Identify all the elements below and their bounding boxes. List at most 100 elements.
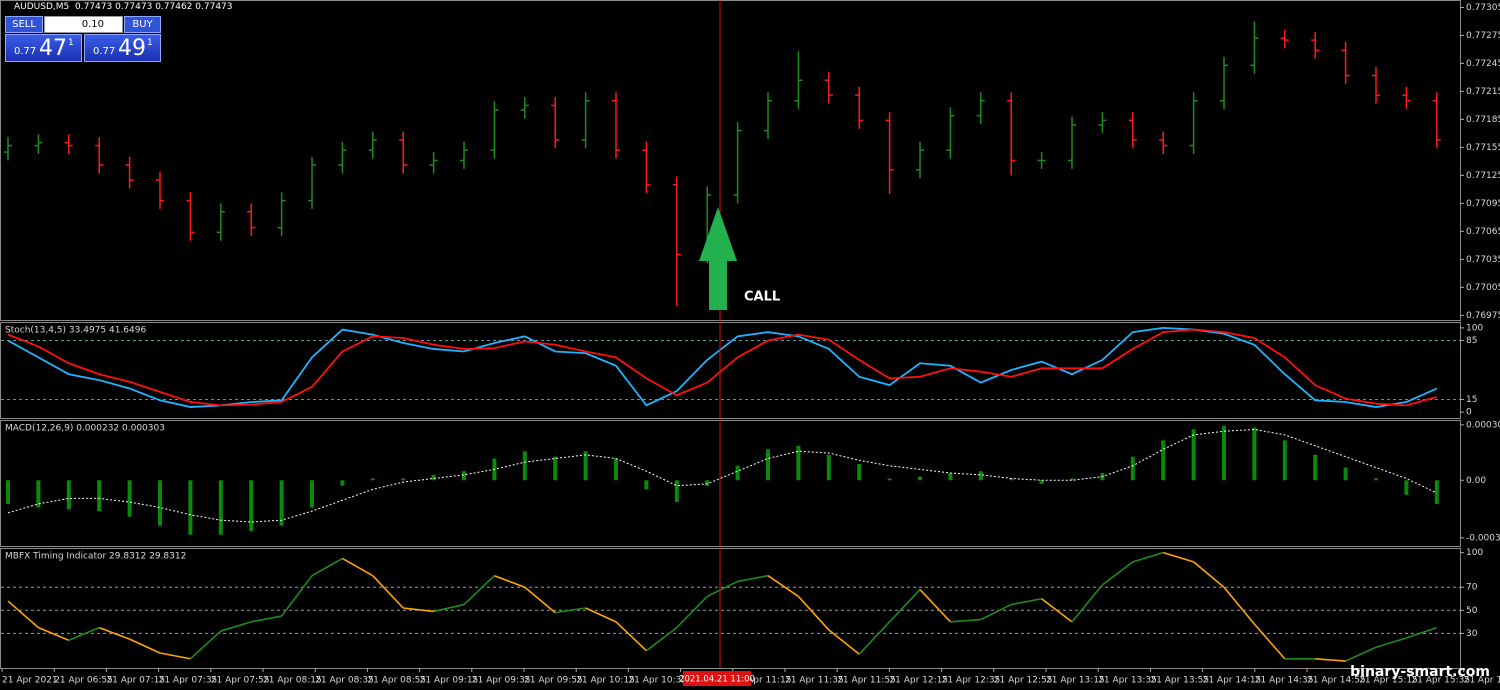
x-tick-label: 21 Apr 07:15	[106, 676, 165, 686]
histogram-bar	[1130, 456, 1135, 481]
indicator-segment	[68, 626, 100, 642]
histogram-bar	[948, 473, 953, 481]
y-tick-label: 50	[1466, 606, 1478, 616]
histogram-bar	[1191, 429, 1196, 481]
y-tick-label: 85	[1466, 336, 1477, 346]
x-tick-label: 21 Apr 12:55	[994, 676, 1053, 686]
y-tick-label: 0.76975	[1466, 311, 1500, 321]
sell-button[interactable]: SELL	[5, 16, 43, 33]
indicator-segment	[159, 652, 191, 660]
indicator-segment	[1375, 637, 1407, 648]
y-tick-label: 0.000305	[1466, 420, 1500, 430]
y-tick-label: 0.77065	[1466, 227, 1500, 237]
x-tick-label: 21 Apr 12:35	[942, 676, 1001, 686]
indicator-segment	[189, 630, 222, 660]
indicator-segment	[767, 575, 799, 598]
x-tick-label: 21 Apr 09:35	[472, 676, 531, 686]
histogram-bar	[401, 478, 406, 481]
x-tick-label: 21 Apr 11:35	[785, 676, 844, 686]
histogram-bar	[1070, 478, 1074, 481]
indicator-segment	[524, 586, 556, 614]
indicator-segment	[555, 607, 586, 614]
x-tick-label: 21 Apr 14:55	[1307, 676, 1366, 686]
indicator-segment	[645, 626, 678, 652]
stoch-panel	[0, 322, 1461, 419]
indicator-segment	[220, 621, 252, 632]
x-tick-label: 21 Apr 13:55	[1150, 676, 1209, 686]
buy-button[interactable]: BUY	[124, 16, 161, 33]
panel-title: MBFX Timing Indicator 29.8312 29.8312	[5, 552, 186, 562]
price-big: 47	[39, 36, 67, 61]
histogram-bar	[735, 465, 740, 481]
y-tick-label: 0.77275	[1466, 31, 1500, 41]
histogram-bar	[1282, 440, 1287, 481]
indicator-segment	[919, 588, 951, 623]
indicator-segment	[280, 575, 313, 617]
histogram-bar	[127, 480, 132, 517]
indicator-segment	[950, 618, 981, 623]
indicator-segment	[1253, 623, 1286, 660]
histogram-bar	[1161, 440, 1166, 481]
y-tick-label: 30	[1466, 629, 1478, 639]
histogram-bar	[1404, 480, 1409, 495]
histogram-bar	[1252, 427, 1257, 481]
arrow-shaft	[709, 258, 727, 310]
indicator-segment	[889, 588, 921, 623]
indicator-segment	[706, 580, 738, 598]
indicator-segment	[1345, 646, 1377, 662]
histogram-bar	[97, 480, 102, 512]
panel-title: Stoch(13,4,5) 33.4975 41.6496	[5, 326, 146, 336]
indicator-segment	[494, 574, 526, 588]
arrow-head	[699, 207, 737, 261]
price-prefix: 0.77	[93, 46, 116, 57]
histogram-bar	[978, 471, 983, 481]
indicator-segment	[585, 607, 617, 623]
lot-input[interactable]: 0.10	[44, 16, 123, 33]
price: 0.77473	[115, 2, 153, 12]
histogram-bar	[370, 478, 375, 481]
indicator-segment	[1041, 598, 1073, 623]
panel-title: MACD(12,26,9) 0.000232 0.000303	[5, 424, 165, 434]
sell-price[interactable]: 0.77 47 1	[5, 34, 82, 62]
histogram-bar	[826, 454, 831, 481]
indicator-segment	[1406, 626, 1438, 639]
price: 0.77462	[155, 2, 193, 12]
indicator-segment	[1193, 561, 1225, 588]
mbfx-panel	[0, 548, 1461, 669]
indicator-segment	[7, 600, 39, 629]
x-tick-label: 21 Apr 11:15	[733, 676, 792, 686]
y-tick-label: 0.00	[1466, 476, 1486, 486]
histogram-bar	[1343, 467, 1348, 481]
price-sup: 1	[147, 38, 153, 48]
indicator-segment	[676, 595, 708, 629]
y-tick-label: 0.77305	[1466, 3, 1500, 13]
x-tick-label: 21 Apr 08:15	[263, 676, 322, 686]
indicator-segment	[38, 626, 70, 642]
x-tick-label: 21 Apr 15:35	[1411, 676, 1470, 686]
y-tick-label: 0.77215	[1466, 87, 1500, 97]
histogram-bar	[1009, 478, 1014, 481]
indicator-segment	[1132, 551, 1164, 563]
histogram-bar	[249, 480, 254, 532]
price-prefix: 0.77	[14, 46, 37, 57]
x-tick-label: 21 Apr 09:15	[420, 676, 479, 686]
x-tick-label: 21 Apr 11:55	[837, 676, 896, 686]
histogram-bar	[614, 458, 618, 481]
histogram-bar	[66, 480, 71, 510]
histogram-bar	[6, 480, 10, 504]
buy-price[interactable]: 0.77 49 1	[84, 34, 161, 62]
plots: 0.773050.772750.772450.772150.771850.771…	[1, 3, 1500, 662]
histogram-bar	[340, 480, 345, 486]
histogram-bar	[36, 480, 41, 508]
x-tick-label: 21 Apr 06:55	[54, 676, 113, 686]
indicator-segment	[342, 557, 374, 577]
y-tick-label: 100	[1466, 323, 1483, 333]
histogram-bar	[705, 480, 710, 486]
x-tick-label: 21 Apr 13:15	[1046, 676, 1105, 686]
indicator-segment	[1223, 586, 1256, 625]
histogram-bar	[553, 456, 558, 481]
price: 0.77473	[195, 2, 233, 12]
histogram-bar	[644, 480, 649, 490]
